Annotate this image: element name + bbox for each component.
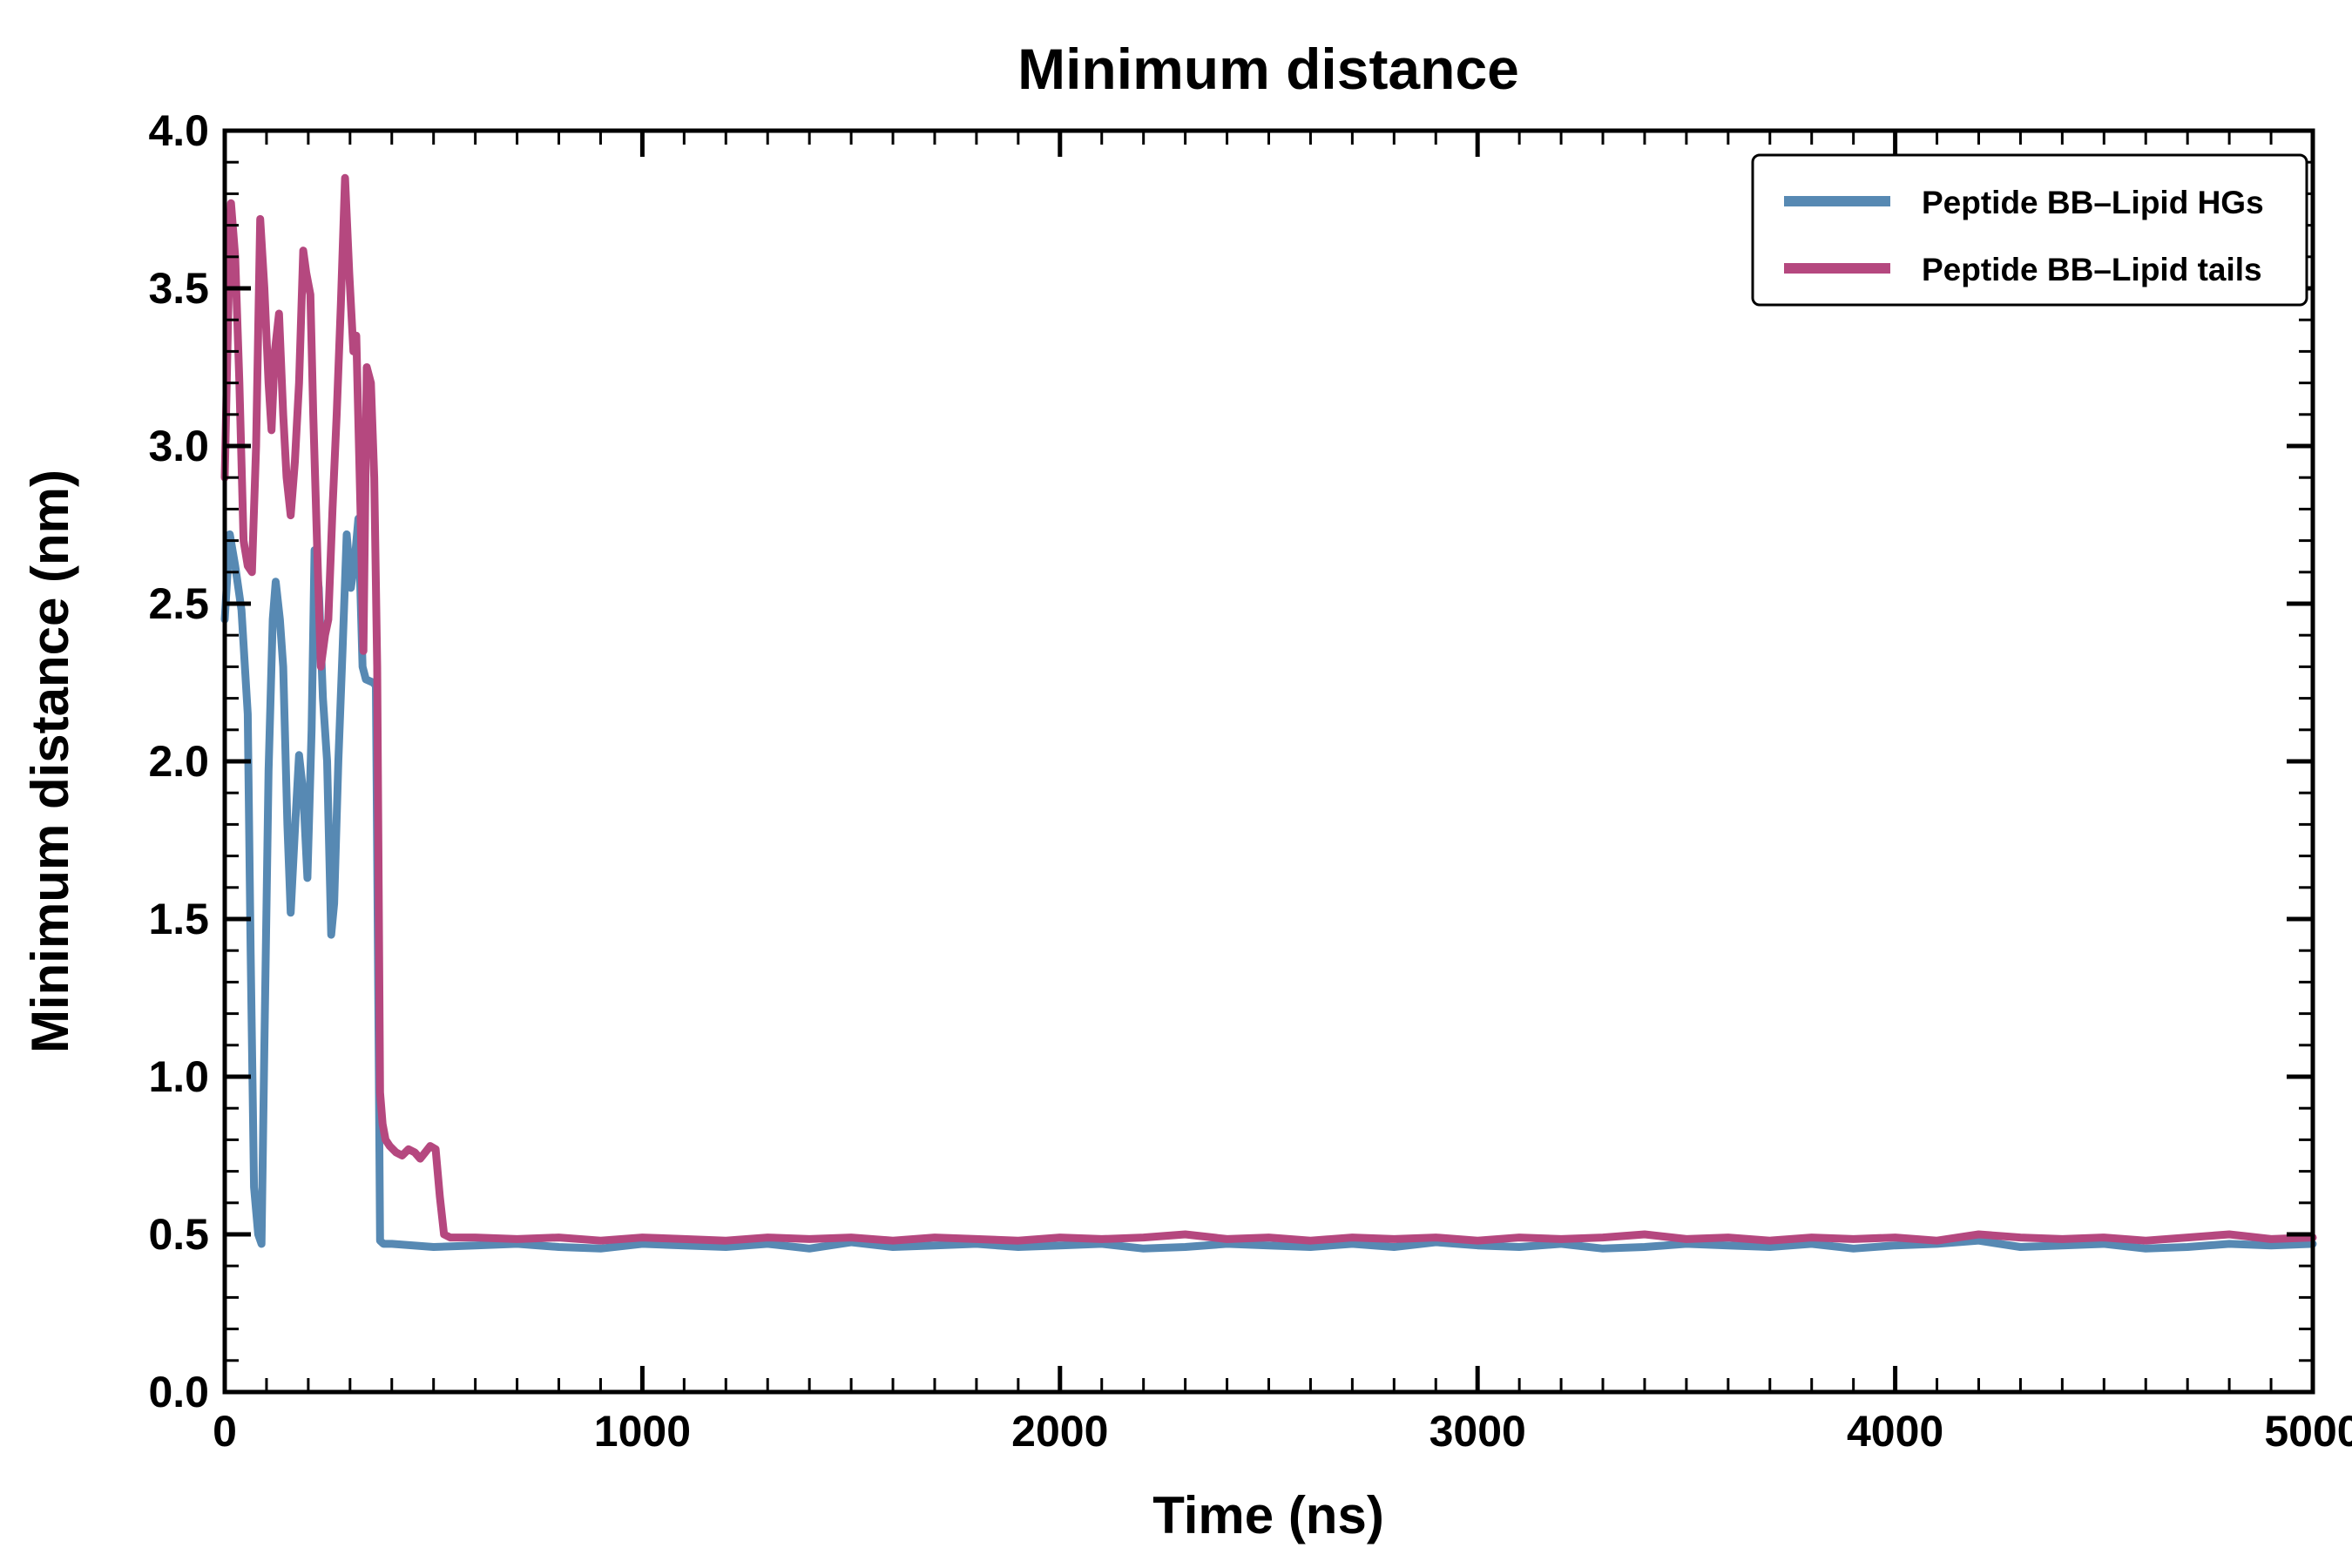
legend-label-tails: Peptide BB–Lipid tails <box>1922 252 2262 287</box>
series-line-peptide-bb-lipid-tails <box>220 173 2317 1245</box>
chart-title: Minimum distance <box>1017 37 1519 101</box>
y-tick-label: 0.0 <box>148 1368 209 1416</box>
y-axis-label: Minimum distance (nm) <box>21 470 79 1053</box>
y-tick-label: 1.5 <box>148 895 209 943</box>
legend: Peptide BB–Lipid HGs Peptide BB–Lipid ta… <box>1751 153 2308 307</box>
y-tick-label: 1.0 <box>148 1052 209 1101</box>
legend-label-hgs: Peptide BB–Lipid HGs <box>1922 185 2264 220</box>
x-tick-label: 2000 <box>1011 1407 1108 1456</box>
y-tick-label: 2.5 <box>148 579 209 628</box>
y-tick-label: 4.0 <box>148 106 209 155</box>
x-tick-label: 0 <box>213 1407 237 1456</box>
x-tick-label: 5000 <box>2264 1407 2352 1456</box>
x-tick-label: 4000 <box>1847 1407 1943 1456</box>
plot-border <box>222 128 2315 1395</box>
y-tick-label: 3.0 <box>148 422 209 470</box>
x-axis-label: Time (ns) <box>1152 1486 1384 1544</box>
ticks-layer <box>222 128 2315 1395</box>
series-layer <box>220 173 2317 1253</box>
tick-labels-layer: 0 1000 2000 3000 4000 5000 0.0 0.5 1.0 1.5 2.0 2.5 3… <box>148 106 2352 1456</box>
legend-box <box>1751 153 2308 307</box>
axes-layer <box>222 128 2315 1395</box>
x-tick-label: 1000 <box>594 1407 691 1456</box>
y-tick-label: 3.5 <box>148 264 209 313</box>
series-line-peptide-bb-lipid-hgs <box>220 514 2317 1253</box>
x-tick-label: 3000 <box>1429 1407 1526 1456</box>
y-tick-label: 2.0 <box>148 737 209 786</box>
y-tick-label: 0.5 <box>148 1210 209 1259</box>
